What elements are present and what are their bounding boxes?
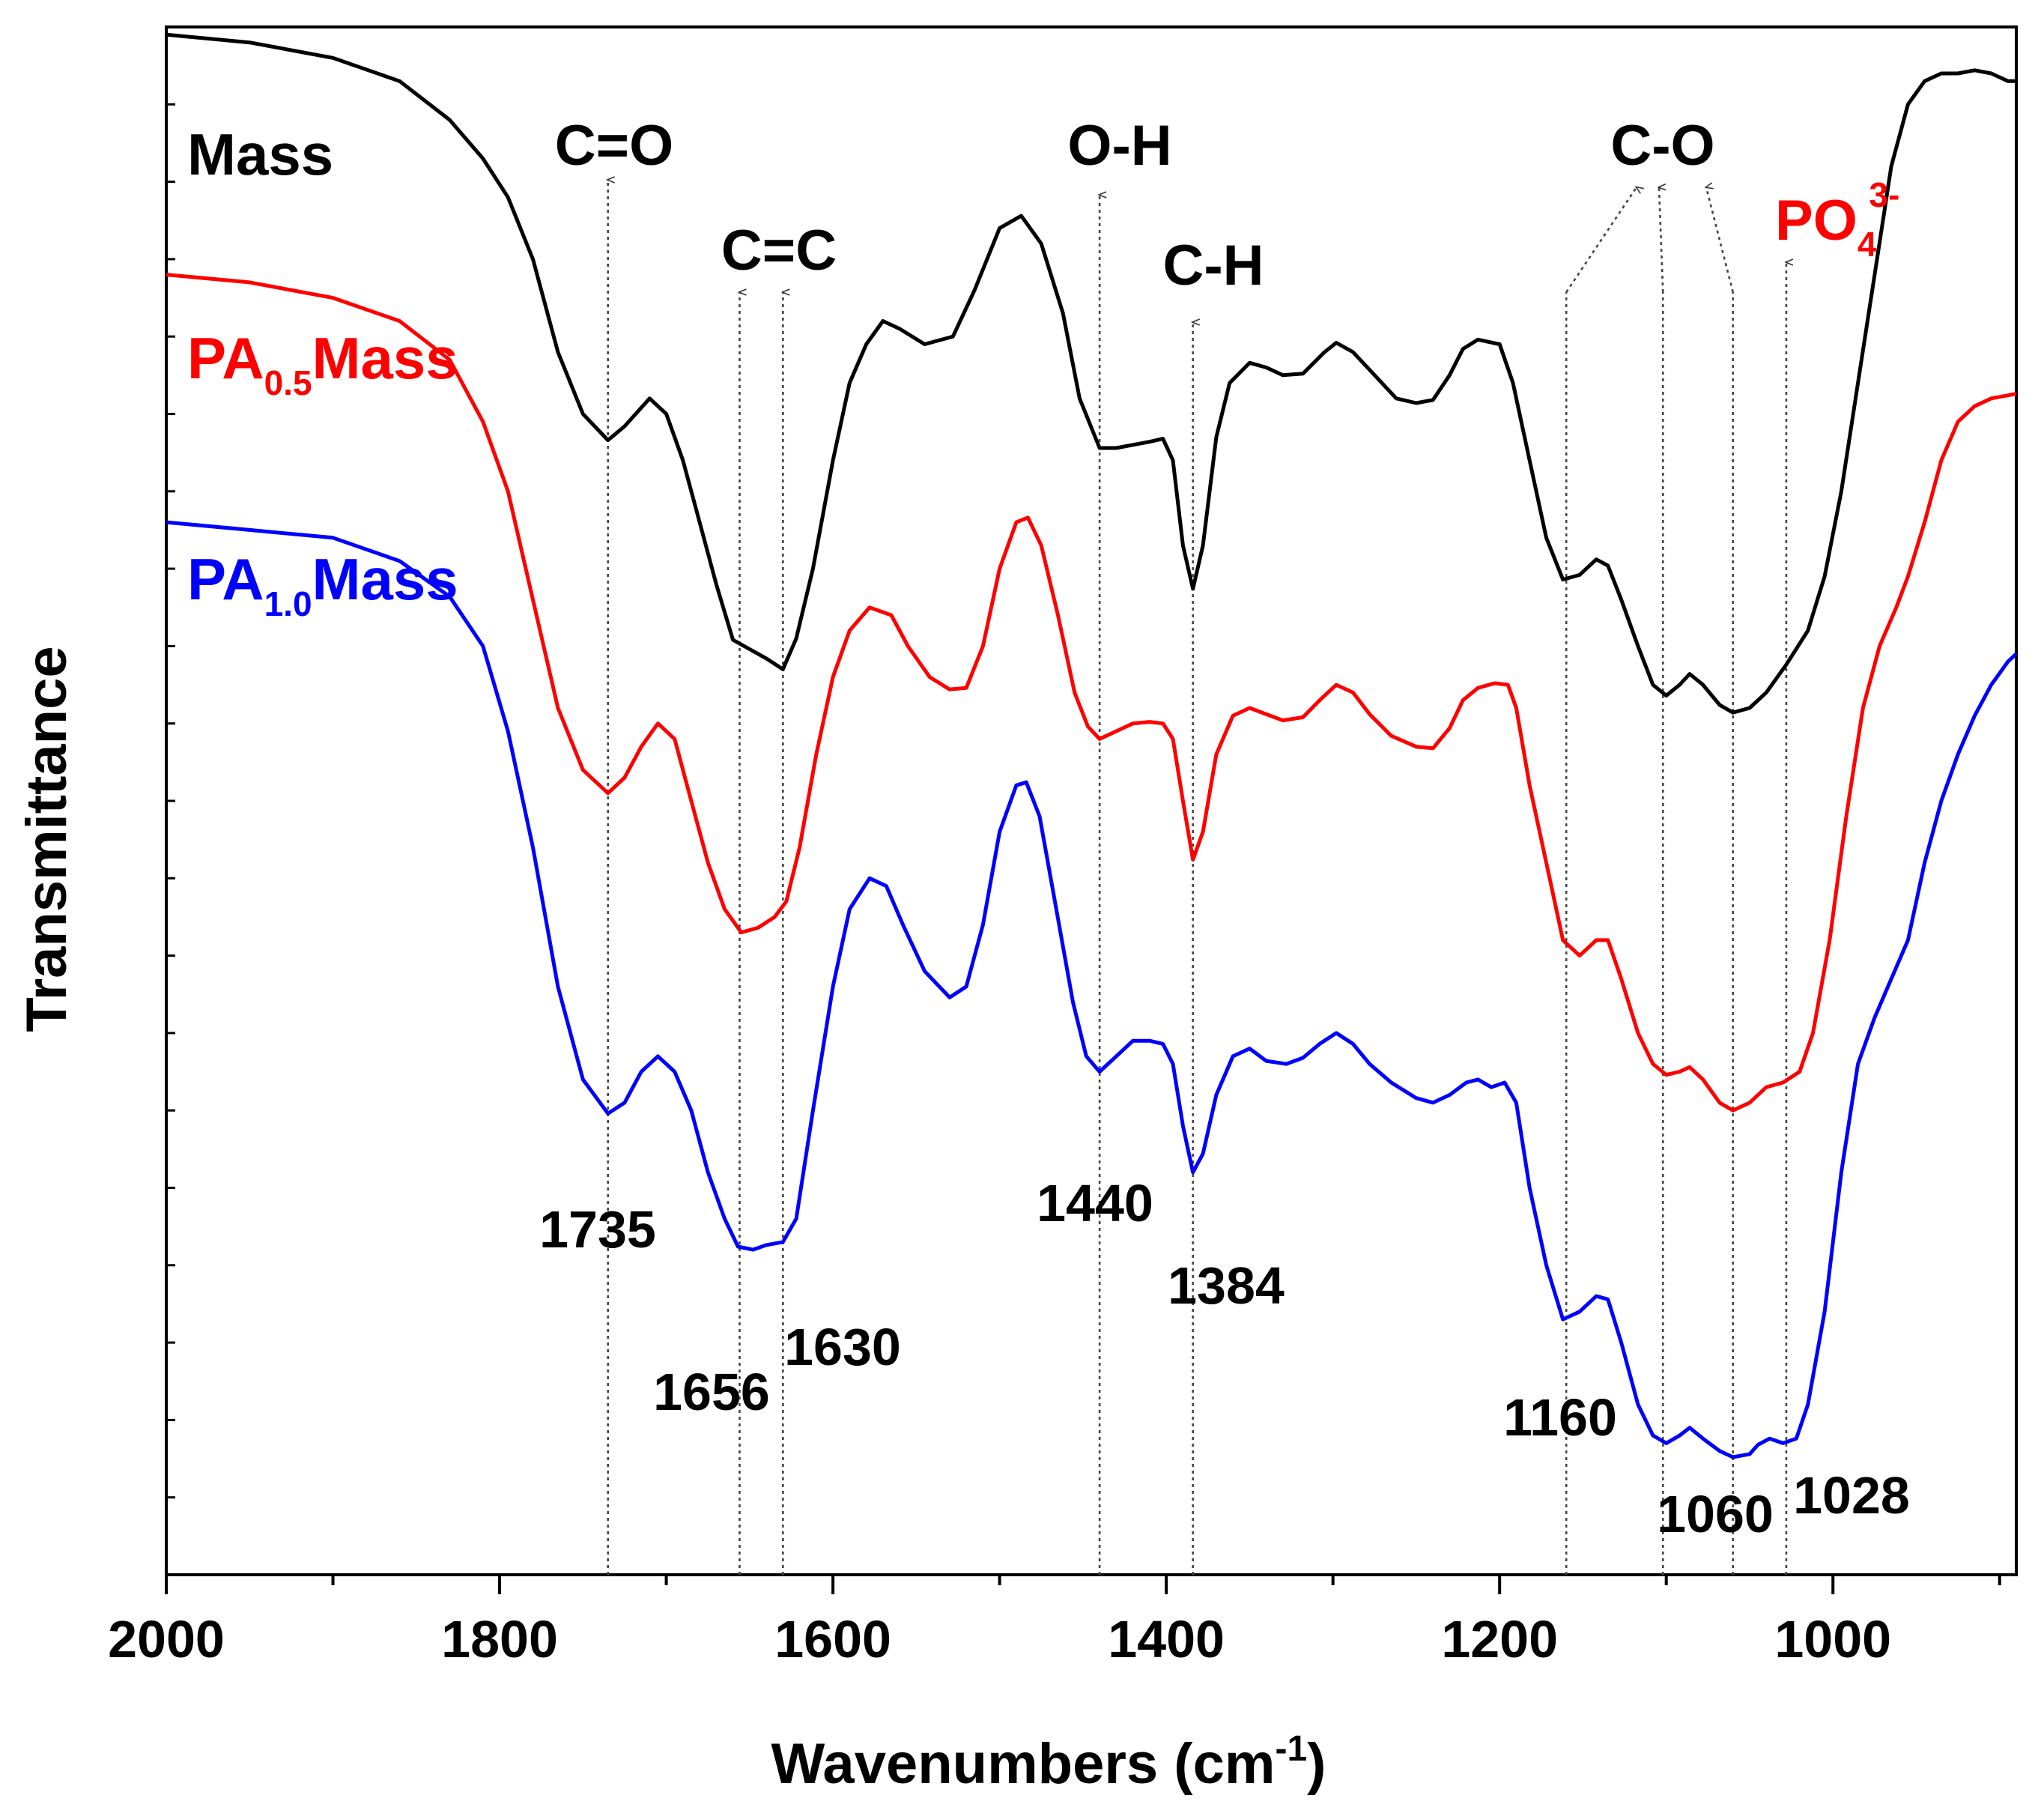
group-label-o-h: O-H xyxy=(1067,114,1171,178)
series-line-mass xyxy=(166,32,2016,715)
legend-label-pa10: PA1.0Mass xyxy=(187,546,458,623)
legend-label-pa10-suffix: Mass xyxy=(312,546,458,612)
c-o-arrow-1060 xyxy=(1706,187,1734,293)
group-label-c-double-c: C=C xyxy=(721,219,837,282)
peak-label-1028: 1028 xyxy=(1793,1466,1910,1525)
legend-label-pa05-sub: 0.5 xyxy=(264,363,312,402)
x-axis-title-close: ) xyxy=(1307,1732,1326,1796)
peak-label-1440: 1440 xyxy=(1037,1174,1153,1232)
group-label-po4-sub: 4 xyxy=(1858,225,1877,264)
legend-label-pa05-suffix: Mass xyxy=(312,325,458,391)
legend-label-pa05-base: PA xyxy=(187,325,264,391)
x-axis-tick-labels: 2000 1800 1600 1400 1200 1000 xyxy=(108,1610,1891,1668)
c-o-arrow-1160 xyxy=(1565,187,1637,293)
plot-frame xyxy=(165,25,2018,1576)
group-label-po4-sup: 3- xyxy=(1869,175,1899,214)
x-tick-label-1800: 1800 xyxy=(441,1610,558,1668)
y-axis-ticks xyxy=(166,103,175,1499)
peak-label-1060: 1060 xyxy=(1657,1485,1774,1543)
legend-label-pa10-base: PA xyxy=(187,546,264,612)
spectra xyxy=(166,32,2018,1459)
x-axis-title-main: Wavenumbers (cm xyxy=(771,1732,1276,1796)
group-label-c-o: C-O xyxy=(1610,114,1714,178)
c-o-guide-arrows xyxy=(1565,187,1734,293)
x-tick-label-2000: 2000 xyxy=(108,1610,225,1668)
x-axis-title: Wavenumbers (cm-1) xyxy=(771,1729,1326,1796)
legend-label-mass: Mass xyxy=(187,121,333,187)
x-axis-ticks xyxy=(165,1575,2001,1594)
peak-label-1160: 1160 xyxy=(1503,1388,1617,1447)
group-label-po4-base: PO xyxy=(1775,189,1858,252)
x-tick-label-1000: 1000 xyxy=(1774,1610,1891,1668)
c-o-arrow-1102 xyxy=(1659,187,1663,293)
legend-label-pa10-sub: 1.0 xyxy=(264,584,312,623)
x-axis-title-sup: -1 xyxy=(1275,1729,1307,1769)
peak-label-1735: 1735 xyxy=(539,1200,656,1259)
legend-label-pa05: PA0.5Mass xyxy=(187,325,458,402)
y-axis-title: Transmittance xyxy=(15,646,79,1032)
series-line-pa05 xyxy=(166,273,2017,1113)
series-line-pa10 xyxy=(166,520,2018,1459)
group-label-c-double-o: C=O xyxy=(555,114,673,178)
group-label-po4: PO4 3- xyxy=(1775,175,1899,264)
x-tick-label-1600: 1600 xyxy=(774,1610,891,1668)
group-label-c-h: C-H xyxy=(1162,234,1264,297)
legend-label-mass-text: Mass xyxy=(187,121,333,187)
peak-label-1656: 1656 xyxy=(653,1363,770,1421)
peak-label-1384: 1384 xyxy=(1168,1256,1285,1315)
peak-label-1630: 1630 xyxy=(784,1318,901,1376)
x-tick-label-1200: 1200 xyxy=(1441,1610,1558,1668)
peak-marker-lines xyxy=(608,180,1786,1575)
x-tick-label-1400: 1400 xyxy=(1108,1610,1225,1668)
